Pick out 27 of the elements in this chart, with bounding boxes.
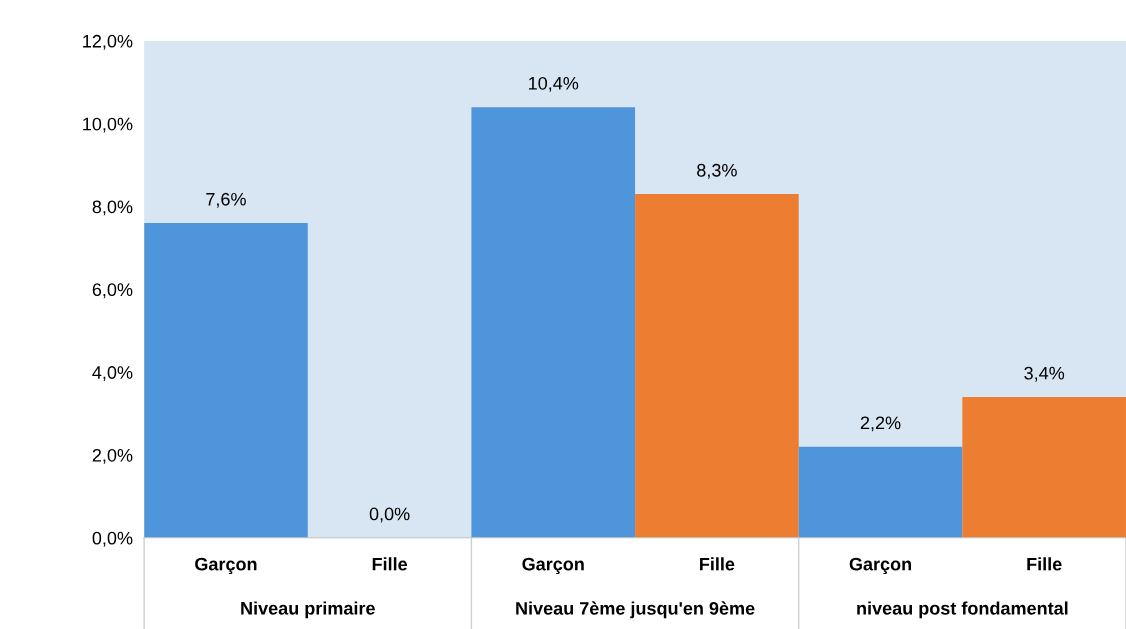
y-tick-label: 8,0%	[92, 200, 133, 216]
text: Niveau 7ème jusqu'en 9ème	[516, 601, 755, 619]
text: niveau post fondamental	[857, 601, 1068, 619]
data-label: 2,2%	[860, 416, 901, 432]
bar	[798, 446, 963, 538]
data-label: 10,4%	[529, 76, 579, 92]
x-tick-label: Fille	[700, 557, 735, 571]
x-tick-label: Fille	[1027, 557, 1062, 571]
bar	[471, 107, 636, 538]
bar	[962, 397, 1126, 538]
text: Niveau primaire	[241, 601, 375, 619]
x-tick-label: Garçon	[522, 557, 584, 575]
y-tick-label: 12,0%	[83, 34, 133, 50]
y-tick-label: 2,0%	[92, 448, 133, 464]
x-tick-label: Garçon	[849, 557, 912, 575]
y-tick-label: 0,0%	[92, 531, 133, 547]
x-tick-label: Fille	[372, 557, 408, 571]
bar	[635, 194, 799, 538]
data-label: 3,4%	[1024, 366, 1065, 382]
y-tick-label: 4,0%	[92, 366, 133, 382]
y-tick-label: 6,0%	[92, 283, 133, 299]
bar	[144, 223, 308, 538]
data-label: 7,6%	[206, 192, 246, 208]
y-tick-label: 10,0%	[83, 117, 133, 133]
x-tick-label: Garçon	[195, 557, 257, 575]
data-label: 0,0%	[369, 507, 410, 523]
data-label: 8,3%	[697, 163, 737, 179]
